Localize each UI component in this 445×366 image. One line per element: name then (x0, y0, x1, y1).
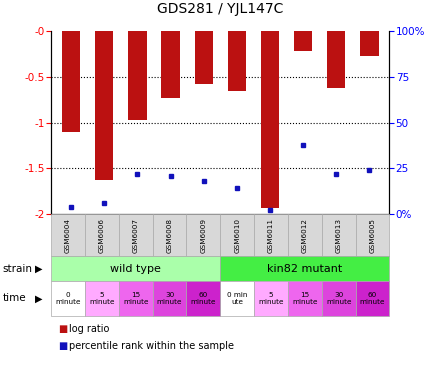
Text: GSM6013: GSM6013 (336, 218, 342, 253)
Bar (360, 31, 379, 56)
Bar (261, 31, 279, 208)
Text: GSM6010: GSM6010 (234, 218, 240, 253)
Text: GSM6008: GSM6008 (166, 218, 173, 253)
Bar (95, 31, 113, 180)
Bar (194, 31, 213, 84)
Text: 60
minute: 60 minute (190, 292, 216, 305)
Text: 30
minute: 30 minute (326, 292, 352, 305)
Text: 5
minute: 5 minute (89, 292, 115, 305)
Text: 5
minute: 5 minute (258, 292, 284, 305)
Text: GDS281 / YJL147C: GDS281 / YJL147C (157, 3, 283, 16)
Text: ▶: ▶ (36, 264, 43, 274)
Text: GSM6011: GSM6011 (268, 218, 274, 253)
Text: GSM6012: GSM6012 (302, 218, 308, 253)
Text: strain: strain (2, 264, 32, 274)
Bar (162, 31, 180, 98)
Text: percentile rank within the sample: percentile rank within the sample (69, 341, 234, 351)
Text: GSM6006: GSM6006 (99, 218, 105, 253)
Text: GSM6005: GSM6005 (369, 218, 376, 253)
Text: 30
minute: 30 minute (157, 292, 182, 305)
Bar (128, 31, 146, 120)
Text: GSM6009: GSM6009 (200, 218, 206, 253)
Text: 15
minute: 15 minute (292, 292, 318, 305)
Text: log ratio: log ratio (69, 324, 109, 334)
Text: 0
minute: 0 minute (55, 292, 81, 305)
Text: wild type: wild type (110, 264, 161, 274)
Bar (228, 31, 246, 91)
Bar (327, 31, 345, 88)
Text: ■: ■ (58, 324, 67, 334)
Text: GSM6007: GSM6007 (133, 218, 139, 253)
Text: 0 min
ute: 0 min ute (227, 292, 247, 305)
Bar (62, 31, 80, 132)
Text: time: time (2, 294, 26, 303)
Text: 60
minute: 60 minute (360, 292, 385, 305)
Text: ▶: ▶ (36, 294, 43, 303)
Text: 15
minute: 15 minute (123, 292, 149, 305)
Text: kin82 mutant: kin82 mutant (267, 264, 343, 274)
Text: ■: ■ (58, 341, 67, 351)
Bar (294, 31, 312, 51)
Text: GSM6004: GSM6004 (65, 218, 71, 253)
